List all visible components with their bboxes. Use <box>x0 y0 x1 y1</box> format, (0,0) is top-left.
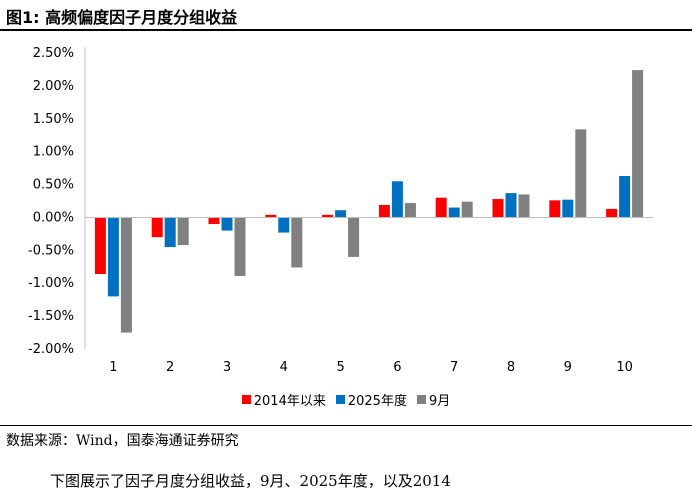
bar-series-1-group-2 <box>151 217 163 238</box>
x-tick-label: 2 <box>166 360 174 375</box>
legend-label-series-1: 2014年以来 <box>253 394 326 409</box>
legend-swatch-series-3 <box>416 395 426 404</box>
y-tick-label: -1.50% <box>28 309 74 324</box>
bar-series-3-group-5 <box>348 217 360 257</box>
bar-series-3-group-3 <box>234 217 246 276</box>
y-tick-label: 1.00% <box>33 145 74 160</box>
x-tick-label: 8 <box>507 360 515 375</box>
legend-swatch-series-2 <box>335 395 345 404</box>
y-tick-label: -1.00% <box>28 276 74 291</box>
y-tick-label: -0.50% <box>28 243 74 258</box>
bar-series-3-group-2 <box>177 217 189 246</box>
source-divider <box>0 425 692 426</box>
bar-series-3-group-9 <box>575 129 587 218</box>
bar-series-1-group-6 <box>378 204 390 218</box>
bars-group <box>94 70 644 333</box>
bar-series-1-group-1 <box>94 217 106 275</box>
legend-item-series-3: 9月 <box>416 390 451 409</box>
bar-series-3-group-7 <box>461 201 473 218</box>
bar-series-2-group-9 <box>562 199 574 218</box>
legend-swatch-series-1 <box>241 395 251 404</box>
legend-item-series-2: 2025年度 <box>335 390 407 409</box>
y-tick-label: 2.50% <box>33 46 74 61</box>
x-tick-label: 9 <box>564 360 572 375</box>
y-tick-label: 0.50% <box>33 178 74 193</box>
x-tick-label: 7 <box>450 360 458 375</box>
x-tick-label: 6 <box>393 360 401 375</box>
x-tick-label: 4 <box>280 360 288 375</box>
bar-series-1-group-10 <box>606 208 618 218</box>
bar-series-1-group-9 <box>549 200 561 218</box>
bar-series-1-group-7 <box>435 197 447 218</box>
bar-series-2-group-3 <box>221 217 233 231</box>
x-tick-label: 5 <box>336 360 344 375</box>
body-paragraph: 下图展示了因子月度分组收益，9月、2025年度，以及2014 <box>50 472 451 490</box>
legend: 2014年以来 2025年度 9月 <box>0 390 692 409</box>
bar-chart: 2.50% 2.00% 1.50% 1.00% 0.50% 0.00% -0.50% -1.0… <box>28 46 653 375</box>
bar-series-1-group-8 <box>492 199 504 218</box>
bar-series-2-group-4 <box>278 217 290 233</box>
y-tick-label: 0.00% <box>33 210 74 225</box>
bar-series-2-group-10 <box>619 176 631 218</box>
x-tick-label: 3 <box>223 360 231 375</box>
x-axis: 1 2 3 4 5 6 7 8 9 10 <box>85 216 653 375</box>
bar-series-2-group-1 <box>107 217 119 297</box>
bar-series-3-group-1 <box>120 217 132 333</box>
legend-item-series-1: 2014年以来 <box>241 390 326 409</box>
bar-series-2-group-5 <box>335 210 347 218</box>
legend-label-series-2: 2025年度 <box>347 394 407 409</box>
bar-series-2-group-8 <box>505 193 517 218</box>
bar-series-1-group-3 <box>208 217 220 225</box>
bar-series-2-group-6 <box>391 181 403 218</box>
bar-series-3-group-4 <box>291 217 303 268</box>
bar-series-3-group-10 <box>632 70 644 218</box>
y-tick-label: -2.00% <box>28 342 74 357</box>
figure-title: 图1: 高频偏度因子月度分组收益 <box>6 8 238 27</box>
y-tick-label: 1.50% <box>33 112 74 127</box>
x-tick-label: 1 <box>109 360 117 375</box>
legend-label-series-3: 9月 <box>428 394 451 409</box>
bar-series-3-group-8 <box>518 194 530 218</box>
bar-series-3-group-6 <box>404 202 416 218</box>
bar-series-2-group-2 <box>164 217 176 248</box>
bar-series-2-group-7 <box>448 207 460 218</box>
title-divider <box>0 29 692 31</box>
bar-series-1-group-5 <box>322 214 334 218</box>
y-axis: 2.50% 2.00% 1.50% 1.00% 0.50% 0.00% -0.50% -1.0… <box>28 46 86 357</box>
y-tick-label: 2.00% <box>33 79 74 94</box>
bar-series-1-group-4 <box>265 214 277 218</box>
figure-source: 数据来源：Wind，国泰海通证券研究 <box>6 433 239 449</box>
x-tick-label: 10 <box>616 360 633 375</box>
